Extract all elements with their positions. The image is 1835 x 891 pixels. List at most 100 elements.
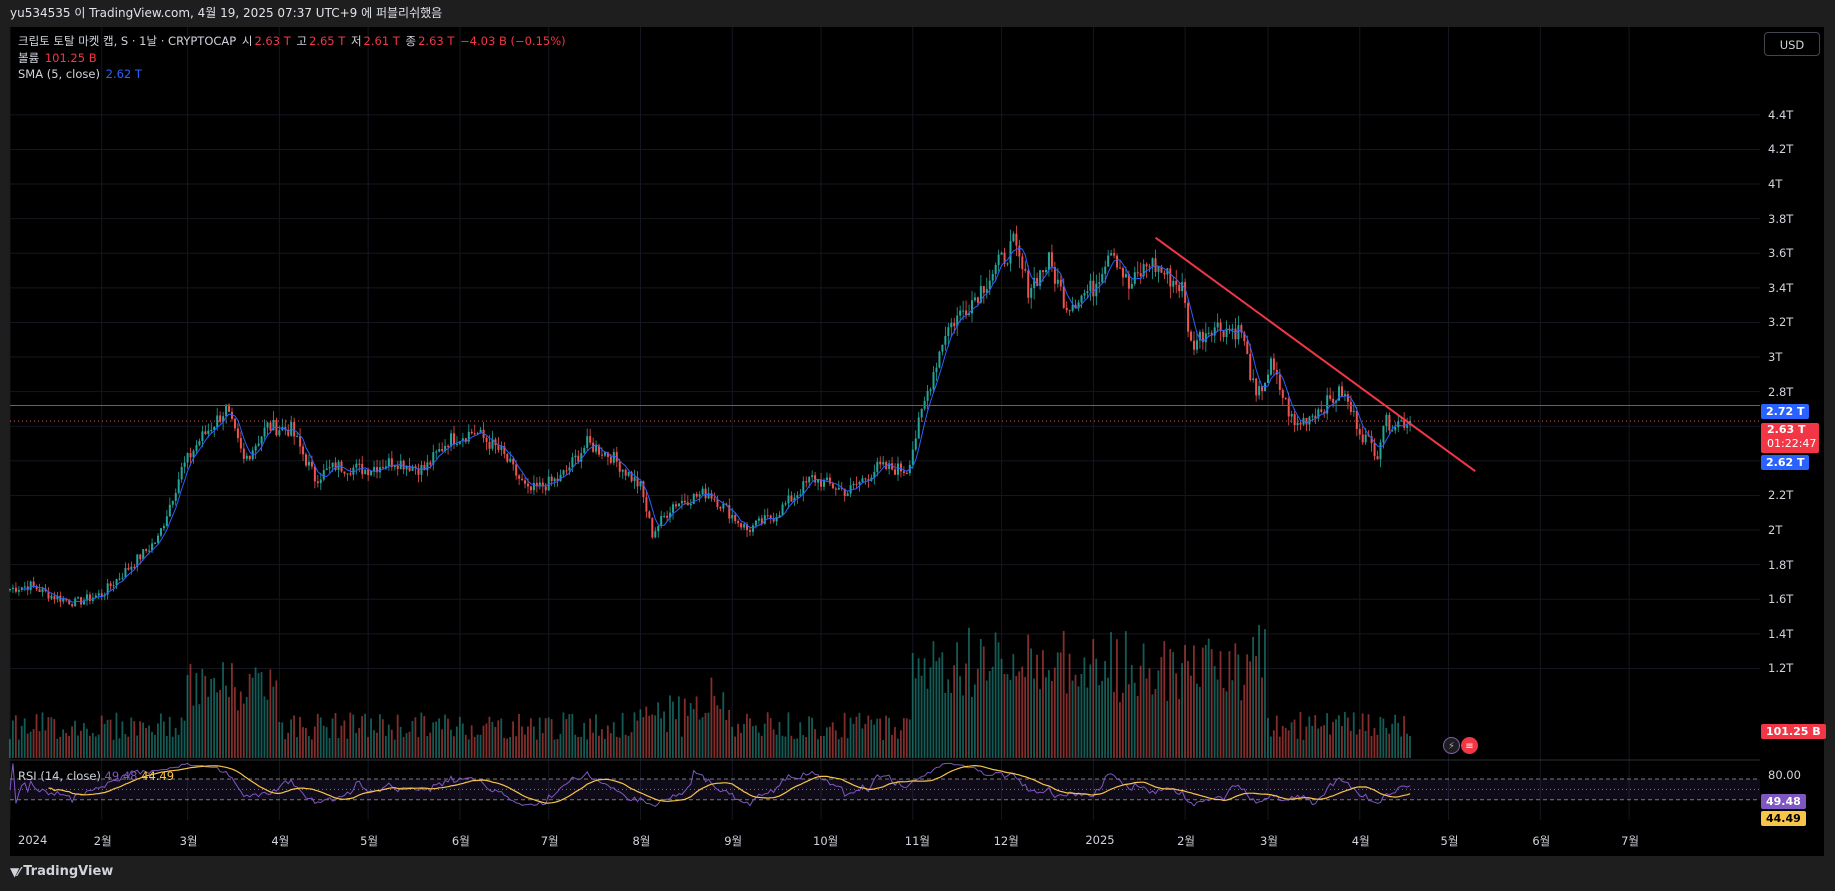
volume-bar [47, 717, 50, 758]
candle-body [734, 514, 737, 522]
volume-bar [313, 726, 316, 758]
candle-body [1379, 442, 1382, 460]
candle-body [1287, 398, 1290, 417]
volume-bar [272, 686, 275, 758]
rsi-value: 49.48 [104, 769, 138, 783]
rsi-legend[interactable]: RSI (14, close) 49.48 44.49 [18, 769, 174, 783]
candle-body [559, 474, 562, 481]
volume-bar [1136, 695, 1139, 758]
volume-bar [621, 712, 624, 758]
price-axis-label: 3.6T [1768, 246, 1794, 261]
candle-body [56, 595, 59, 600]
candle-body [83, 600, 85, 605]
candle-body [713, 498, 716, 500]
time-axis-label: 3월 [179, 834, 198, 848]
volume-bar [808, 716, 810, 758]
price-axis-label: 1.6T [1768, 592, 1794, 607]
candle-body [115, 579, 118, 586]
volume-bar [1181, 663, 1183, 758]
volume-bar [352, 714, 355, 758]
candle-body [74, 598, 77, 607]
candle-body [260, 436, 263, 444]
volume-bar [408, 731, 411, 758]
candle-body [355, 463, 358, 468]
candle-body [204, 431, 207, 434]
volume-bar [1388, 733, 1391, 758]
volume-bar [1293, 719, 1296, 758]
candle-body [334, 462, 337, 470]
price-axis-label: 3.4T [1768, 280, 1794, 295]
volume-bar [1323, 725, 1326, 758]
candle-body [263, 427, 266, 437]
candle-body [633, 477, 636, 482]
symbol-legend[interactable]: 크립토 토탈 마켓 캡, S · 1날 · CRYPTOCAP 시 2.63 T … [18, 33, 568, 49]
candle-body [1258, 386, 1261, 396]
candle-body [464, 438, 467, 442]
candle-body [455, 443, 458, 445]
volume-bar [1157, 670, 1160, 758]
candle-body [831, 483, 834, 489]
tradingview-logo[interactable]: ▼⁄ TradingView [10, 864, 113, 879]
currency-button[interactable]: USD [1764, 32, 1820, 56]
chart-frame[interactable] [10, 27, 1824, 856]
candle-body [62, 598, 65, 602]
volume-bar [1355, 734, 1358, 758]
volume-bar [62, 729, 65, 758]
volume-legend[interactable]: 볼륨 101.25 B [18, 50, 99, 66]
candle-body [213, 426, 216, 430]
candle-body [891, 463, 894, 470]
candle-body [432, 452, 435, 465]
volume-bar [843, 712, 846, 758]
volume-bar [222, 662, 224, 758]
candle-body [1086, 291, 1089, 293]
volume-bar [669, 695, 671, 758]
volume-bar [228, 696, 230, 758]
volume-bar [195, 673, 198, 758]
us-flag-icon[interactable]: ≡ [1461, 737, 1478, 754]
candle-body [1296, 422, 1299, 426]
volume-bar [77, 735, 79, 758]
candle-body [609, 456, 612, 463]
volume-bar [618, 737, 621, 758]
candle-body [1293, 413, 1296, 426]
volume-bar [390, 729, 393, 758]
candle-body [1047, 252, 1050, 270]
volume-bar [1264, 629, 1266, 758]
volume-bar [305, 728, 307, 758]
candle-body [603, 452, 606, 456]
volume-bar [672, 701, 674, 758]
volume-bar [914, 678, 917, 758]
volume-bar [1145, 678, 1148, 758]
volume-bar [151, 731, 153, 758]
volume-bar [136, 735, 139, 758]
volume-bar [216, 692, 218, 758]
candle-body [387, 458, 390, 467]
candle-body [358, 463, 361, 465]
volume-bar [772, 729, 775, 758]
candle-body [38, 589, 41, 593]
volume-bar [864, 723, 867, 758]
candle-body [370, 470, 373, 476]
candle-body [1210, 332, 1213, 336]
sma-legend[interactable]: SMA (5, close) 2.62 T [18, 67, 144, 81]
volume-bar [88, 735, 91, 758]
volume-bar [130, 717, 133, 758]
candle-body [873, 471, 876, 478]
volume-bar [802, 735, 805, 758]
volume-bar [1228, 651, 1231, 758]
candle-body [1252, 378, 1255, 380]
volume-bar [879, 718, 882, 758]
candle-body [133, 566, 136, 568]
candle-body [787, 495, 790, 504]
candle-body [888, 463, 891, 470]
volume-bar [381, 719, 384, 758]
candle-body [568, 467, 571, 471]
price-axis-label: 4.2T [1768, 142, 1794, 157]
hline-price-tag: 2.72 T [1761, 404, 1810, 419]
lightning-icon[interactable]: ⚡ [1443, 737, 1460, 754]
volume-bar [239, 691, 242, 758]
volume-bar [236, 710, 239, 758]
volume-bar [858, 712, 861, 758]
candle-body [408, 465, 411, 471]
